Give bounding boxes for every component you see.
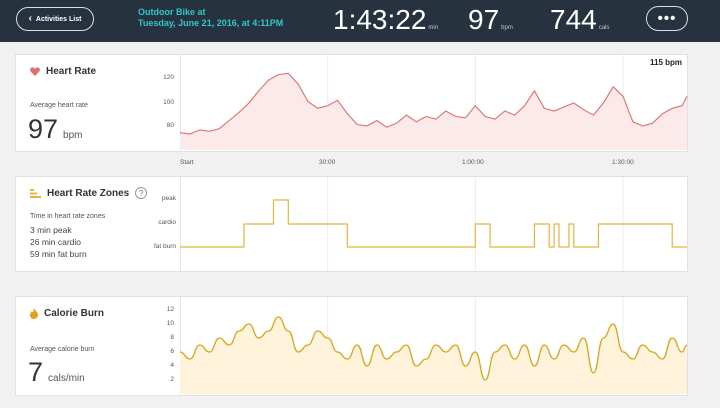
x-tick-60: 1:00:00: [462, 159, 484, 166]
x-tick-30: 30:00: [319, 159, 336, 166]
zones-title: Heart Rate Zones ?: [30, 187, 148, 199]
calorie-title: Calorie Burn: [30, 308, 104, 319]
card-divider: [180, 177, 181, 271]
avg-heart-rate-unit: bpm: [63, 130, 83, 141]
activity-date: Tuesday, June 21, 2016, at 4:11PM: [138, 18, 284, 28]
x-tick-start: Start: [180, 159, 194, 166]
zone-cardio-line: 26 min cardio: [30, 237, 82, 247]
calories-unit: cals: [598, 25, 610, 31]
duration-unit: min: [428, 25, 439, 31]
zone-level-peak: peak: [161, 195, 176, 202]
avg-hr-metric: 97 bpm: [468, 3, 513, 37]
avg-heart-rate: 97 bpm: [28, 114, 83, 144]
avg-hr-value: 97: [468, 4, 500, 35]
avg-calorie-value: 7: [28, 357, 44, 387]
zone-level-cardio: cardio: [158, 219, 176, 226]
avg-calorie-label: Average calorie burn: [30, 346, 95, 353]
avg-calorie-unit: cals/min: [48, 373, 85, 384]
zones-title-text: Heart Rate Zones: [47, 187, 130, 199]
calorie-title-text: Calorie Burn: [44, 308, 105, 319]
card-divider: [180, 55, 181, 151]
cal-y-tick: 10: [166, 320, 174, 327]
heart-rate-line: [179, 72, 688, 135]
help-icon[interactable]: ?: [135, 187, 148, 199]
activities-list-label: Activities List: [35, 15, 82, 23]
avg-heart-rate-value: 97: [28, 114, 59, 144]
zone-level-fatburn: fat burn: [153, 243, 176, 250]
duration-value: 1:43:22: [333, 4, 427, 35]
cal-y-tick: 6: [170, 348, 174, 355]
hr-y-tick: 120: [163, 74, 174, 81]
heart-rate-title: Heart Rate: [30, 66, 96, 77]
zone-step-line: [180, 199, 687, 248]
activity-title: Outdoor Bike at Tuesday, June 21, 2016, …: [138, 7, 283, 29]
heart-rate-area: [180, 73, 687, 150]
chevron-left-icon: ‹: [28, 12, 32, 24]
heart-rate-title-text: Heart Rate: [46, 66, 97, 77]
calories-value: 744: [550, 4, 597, 35]
calorie-area: [180, 317, 687, 394]
cal-y-tick: 8: [170, 334, 174, 341]
cal-y-tick: 12: [166, 306, 174, 313]
card-divider: [180, 297, 181, 395]
calories-metric: 744 cals: [550, 3, 609, 37]
time-in-zones-label: Time in heart rate zones: [30, 213, 106, 220]
duration-metric: 1:43:22 min: [333, 3, 438, 37]
avg-hr-unit: bpm: [501, 25, 513, 31]
activity-name: Outdoor Bike at: [138, 7, 206, 17]
zone-peak-line: 3 min peak: [30, 225, 72, 235]
top-bar: ‹ Activities List Outdoor Bike at Tuesda…: [0, 0, 720, 42]
heart-icon: [30, 67, 40, 76]
avg-calorie: 7 cals/min: [28, 357, 85, 387]
flame-icon: [30, 308, 38, 319]
hr-peak-label: 115 bpm: [649, 58, 682, 67]
x-tick-90: 1:30:00: [612, 159, 634, 166]
avg-heart-rate-label: Average heart rate: [30, 102, 88, 109]
hr-y-tick: 100: [163, 99, 174, 106]
calorie-line: [179, 316, 688, 381]
cal-y-tick: 4: [170, 362, 174, 369]
zones-icon: [30, 188, 41, 198]
zone-fatburn-line: 59 min fat burn: [30, 249, 87, 259]
cal-y-tick: 2: [170, 376, 174, 383]
hr-y-tick: 80: [166, 122, 174, 129]
activities-list-button[interactable]: ‹ Activities List: [16, 7, 94, 31]
more-dots-icon: •••: [657, 10, 677, 27]
more-options-button[interactable]: •••: [646, 6, 688, 31]
heart-rate-zones-card: Heart Rate Zones ? Time in heart rate zo…: [15, 176, 688, 272]
